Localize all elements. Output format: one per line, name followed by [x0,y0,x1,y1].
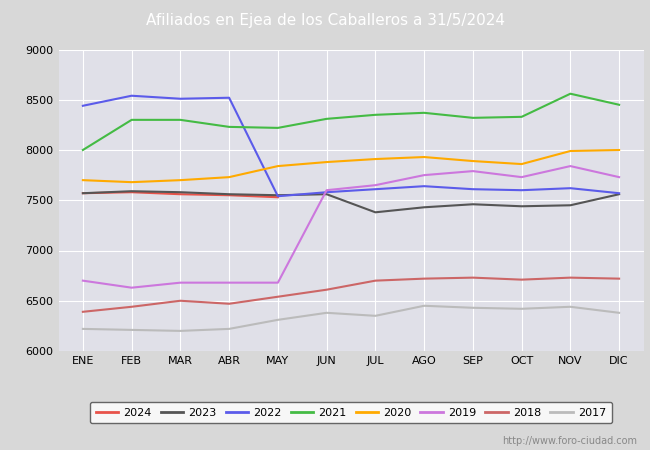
Legend: 2024, 2023, 2022, 2021, 2020, 2019, 2018, 2017: 2024, 2023, 2022, 2021, 2020, 2019, 2018… [90,402,612,423]
Text: Afiliados en Ejea de los Caballeros a 31/5/2024: Afiliados en Ejea de los Caballeros a 31… [146,13,504,28]
Text: http://www.foro-ciudad.com: http://www.foro-ciudad.com [502,436,637,446]
